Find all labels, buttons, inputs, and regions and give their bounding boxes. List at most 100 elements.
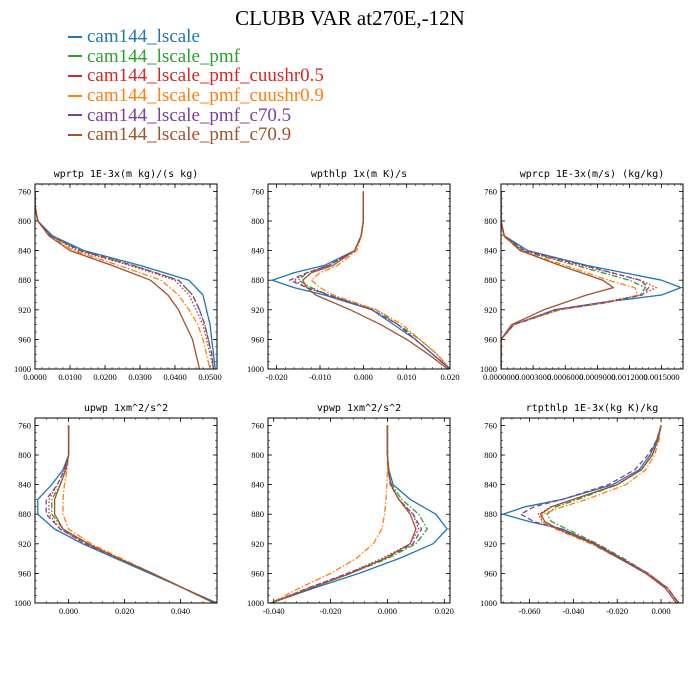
legend-label: cam144_lscale_pmf_cuushr0.9 <box>87 85 324 107</box>
legend-label: cam144_lscale_pmf_c70.9 <box>87 124 292 146</box>
x-tick-label: 0.010 <box>397 372 416 382</box>
series-line <box>501 191 650 369</box>
legend-label: cam144_lscale_pmf_cuushr0.5 <box>87 65 324 87</box>
y-tick-label: 960 <box>18 568 31 578</box>
y-tick-label: 1000 <box>14 598 31 608</box>
x-tick-label: 0.0003000 <box>515 372 551 382</box>
series-group <box>37 425 217 603</box>
y-tick-label: 960 <box>18 334 31 344</box>
x-tick-label: 0.000 <box>354 372 373 382</box>
legend-label: cam144_lscale_pmf <box>87 45 241 67</box>
x-tick-label: -0.020 <box>320 606 342 616</box>
series-line <box>310 191 450 369</box>
panel-4: vpwp 1xm^2/s^27608008408809209601000-0.0… <box>247 403 454 616</box>
legend-item: cam144_lscale_pmf <box>68 45 324 67</box>
series-line <box>53 425 215 603</box>
x-tick-label: 0.0006000 <box>547 372 583 382</box>
series-line <box>62 425 215 603</box>
y-tick-label: 1000 <box>14 364 31 374</box>
series-line <box>537 425 680 603</box>
y-tick-label: 800 <box>484 216 497 226</box>
series-line <box>270 425 423 603</box>
series-group <box>501 191 682 369</box>
series-line <box>501 191 682 369</box>
series-line <box>37 425 217 603</box>
x-tick-label: 0.0100 <box>58 372 81 382</box>
x-tick-label: -0.040 <box>562 606 584 616</box>
y-tick-label: 920 <box>18 305 31 315</box>
plot-frame <box>500 183 684 370</box>
series-line <box>45 425 215 603</box>
plot-frame <box>500 417 684 604</box>
legend-swatch-0 <box>68 35 82 38</box>
legend-swatch-1 <box>68 55 82 58</box>
x-tick-label: -0.060 <box>519 606 541 616</box>
series-group <box>502 425 680 603</box>
series-line <box>270 425 417 603</box>
panel-3: upwp 1xm^2/s^2 760 800 840 880 920 960 1000 0.00… <box>14 403 218 616</box>
y-tick-label: 1000 <box>480 598 497 608</box>
panel-title: vpwp 1xm^2/s^2 <box>317 403 401 414</box>
series-line <box>35 191 215 369</box>
x-tick-label: 0.000 <box>378 606 397 616</box>
panel-5: rtpthlp 1E-3x(kg K)/kg 760 800 840 880 920 960… <box>480 403 684 616</box>
series-line <box>270 425 389 603</box>
figure-title: CLUBB VAR at270E,-12N <box>235 6 465 30</box>
y-tick-label: 760 <box>18 420 31 430</box>
y-tick-label: 760 <box>251 186 264 196</box>
y-tick-label: 920 <box>251 539 264 549</box>
x-tick-label: 0.000 <box>652 606 671 616</box>
panel-title: wprtp 1E-3x(m kg)/(s kg) <box>54 169 199 180</box>
series-line <box>539 425 680 603</box>
y-tick-label: 760 <box>18 186 31 196</box>
x-tick-label: 0.020 <box>435 606 454 616</box>
y-tick-label: 880 <box>251 275 264 285</box>
x-tick-label: 0.040 <box>171 606 190 616</box>
legend-label: cam144_lscale <box>87 26 200 47</box>
y-tick-label: 800 <box>484 450 497 460</box>
panel-2: wprcp 1E-3x(m/s) (kg/kg) 760 800 840 880 920 9… <box>480 169 684 382</box>
y-tick-label: 1000 <box>480 364 497 374</box>
legend-label: cam144_lscale_pmf_c70.5 <box>87 104 292 126</box>
x-tick-label: 0.0200 <box>93 372 116 382</box>
y-tick-label: 880 <box>251 509 264 519</box>
series-line <box>501 191 639 369</box>
x-tick-label: 0.020 <box>115 606 134 616</box>
series-group <box>270 425 448 603</box>
x-tick-label: 0.0400 <box>163 372 186 382</box>
y-tick-label: 1000 <box>247 364 264 374</box>
plot-frame <box>34 417 218 604</box>
legend-swatch-5 <box>68 134 82 137</box>
y-tick-label: 920 <box>18 539 31 549</box>
series-line <box>35 191 211 369</box>
x-tick-label: -0.020 <box>606 606 628 616</box>
y-tick-label: 800 <box>18 216 31 226</box>
x-tick-label: 0.0015000 <box>644 372 680 382</box>
x-tick-label: 0.0300 <box>128 372 151 382</box>
series-group <box>35 191 216 369</box>
legend-item: cam144_lscale_pmf_cuushr0.9 <box>68 86 324 106</box>
y-tick-label: 840 <box>251 246 264 256</box>
x-tick-label: 0.000 <box>59 606 78 616</box>
y-tick-label: 960 <box>484 334 497 344</box>
legend-item: cam144_lscale <box>68 27 324 47</box>
series-line <box>35 191 215 369</box>
y-tick-label: 920 <box>251 305 264 315</box>
plot-frame <box>34 183 218 370</box>
series-line <box>293 191 450 369</box>
y-tick-label: 800 <box>251 450 264 460</box>
series-group <box>271 191 450 369</box>
plot-frame <box>267 183 451 370</box>
y-tick-label: 880 <box>484 509 497 519</box>
x-tick-label: 0.0009000 <box>579 372 615 382</box>
x-tick-label: 0.0500 <box>198 372 221 382</box>
x-tick-label: 0.020 <box>440 372 459 382</box>
y-tick-label: 920 <box>484 305 497 315</box>
series-line <box>302 191 449 369</box>
panel-0: wprtp 1E-3x(m kg)/(s kg) 760 800 840 880 920 9… <box>14 169 222 382</box>
panel-title: upwp 1xm^2/s^2 <box>84 403 168 414</box>
y-tick-label: 920 <box>484 539 497 549</box>
y-tick-label: 800 <box>251 216 264 226</box>
y-tick-label: 800 <box>18 450 31 460</box>
panel-title: wprcp 1E-3x(m/s) (kg/kg) <box>520 169 665 180</box>
